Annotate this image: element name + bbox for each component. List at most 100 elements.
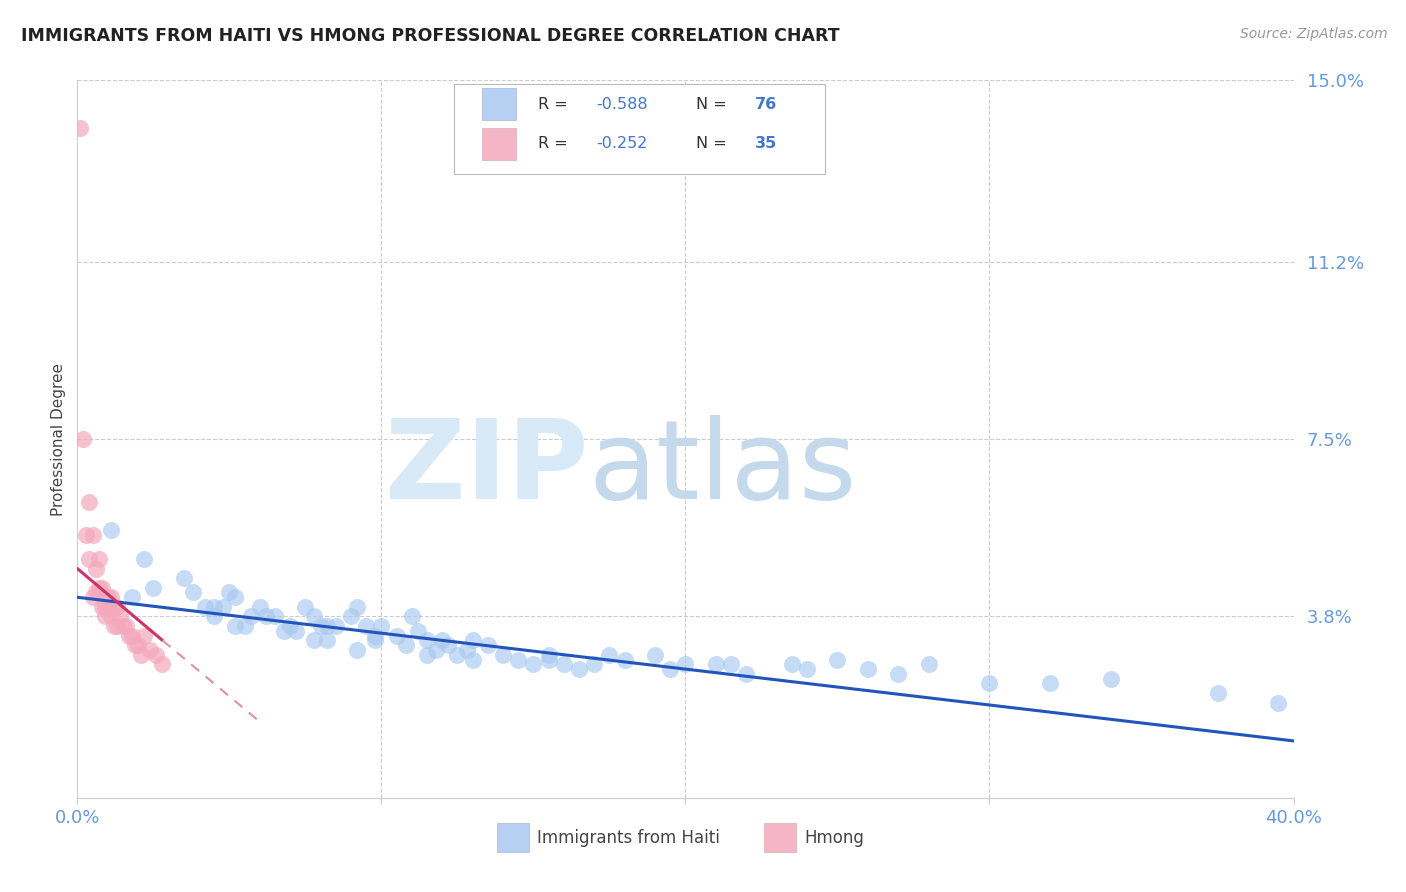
Point	[72, 433, 94, 447]
Point	[134, 629, 156, 643]
Point	[93, 599, 115, 614]
Point	[1267, 696, 1289, 710]
Point	[239, 609, 262, 624]
Point	[145, 648, 167, 662]
Point	[425, 643, 447, 657]
Point	[249, 599, 271, 614]
Point	[346, 643, 368, 657]
Point	[90, 599, 112, 614]
Text: atlas: atlas	[588, 415, 856, 522]
Point	[69, 121, 91, 136]
Point	[254, 609, 277, 624]
Point	[121, 629, 143, 643]
Point	[644, 648, 666, 662]
Point	[315, 633, 337, 648]
Point	[492, 648, 515, 662]
Point	[315, 619, 337, 633]
Point	[285, 624, 308, 638]
Point	[115, 619, 138, 633]
FancyBboxPatch shape	[482, 88, 516, 120]
Point	[194, 599, 217, 614]
FancyBboxPatch shape	[765, 823, 796, 852]
Point	[406, 624, 429, 638]
Point	[477, 638, 499, 652]
Point	[87, 552, 110, 566]
Point	[79, 494, 101, 508]
Point	[273, 624, 295, 638]
Text: N =: N =	[696, 97, 733, 112]
Point	[97, 591, 120, 605]
Point	[181, 585, 204, 599]
Point	[212, 599, 235, 614]
Point	[659, 662, 682, 676]
Point	[720, 657, 742, 672]
Point	[82, 591, 104, 605]
Point	[346, 599, 368, 614]
Point	[264, 609, 287, 624]
Point	[537, 648, 560, 662]
Point	[979, 676, 1001, 690]
Point	[364, 629, 387, 643]
Point	[100, 523, 122, 537]
Point	[354, 619, 377, 633]
Point	[142, 581, 165, 595]
Text: Hmong: Hmong	[804, 829, 865, 847]
Point	[202, 599, 225, 614]
Point	[105, 619, 128, 633]
Point	[304, 633, 326, 648]
Point	[704, 657, 727, 672]
Point	[108, 609, 131, 624]
Point	[796, 662, 818, 676]
Text: R =: R =	[538, 136, 574, 152]
Point	[127, 638, 149, 652]
Point	[173, 571, 195, 585]
Point	[735, 666, 758, 681]
Point	[84, 585, 107, 599]
Text: 76: 76	[755, 97, 778, 112]
Point	[97, 599, 120, 614]
Point	[461, 652, 484, 666]
Point	[1039, 676, 1062, 690]
Point	[522, 657, 544, 672]
Point	[827, 652, 849, 666]
Point	[553, 657, 575, 672]
Point	[309, 619, 332, 633]
Point	[416, 648, 439, 662]
Point	[233, 619, 256, 633]
Text: -0.252: -0.252	[596, 136, 648, 152]
Point	[100, 609, 122, 624]
FancyBboxPatch shape	[482, 128, 516, 161]
FancyBboxPatch shape	[454, 84, 825, 174]
Point	[82, 528, 104, 542]
Point	[121, 591, 143, 605]
Point	[218, 585, 240, 599]
Point	[887, 666, 910, 681]
Point	[304, 609, 326, 624]
Point	[202, 609, 225, 624]
Point	[93, 609, 115, 624]
Point	[84, 561, 107, 575]
Point	[416, 633, 439, 648]
Point	[675, 657, 697, 672]
Text: IMMIGRANTS FROM HAITI VS HMONG PROFESSIONAL DEGREE CORRELATION CHART: IMMIGRANTS FROM HAITI VS HMONG PROFESSIO…	[21, 27, 839, 45]
Point	[134, 552, 156, 566]
Point	[340, 609, 363, 624]
Point	[90, 581, 112, 595]
Point	[568, 662, 591, 676]
Point	[152, 657, 174, 672]
Text: R =: R =	[538, 97, 574, 112]
Point	[461, 633, 484, 648]
Point	[446, 648, 468, 662]
Point	[508, 652, 530, 666]
Point	[124, 638, 146, 652]
Point	[87, 581, 110, 595]
Point	[401, 609, 423, 624]
Point	[118, 629, 141, 643]
Point	[278, 619, 301, 633]
Point	[856, 662, 879, 676]
Text: Immigrants from Haiti: Immigrants from Haiti	[537, 829, 720, 847]
Text: ZIP: ZIP	[385, 415, 588, 522]
Text: 35: 35	[755, 136, 778, 152]
Point	[105, 599, 128, 614]
Text: N =: N =	[696, 136, 733, 152]
